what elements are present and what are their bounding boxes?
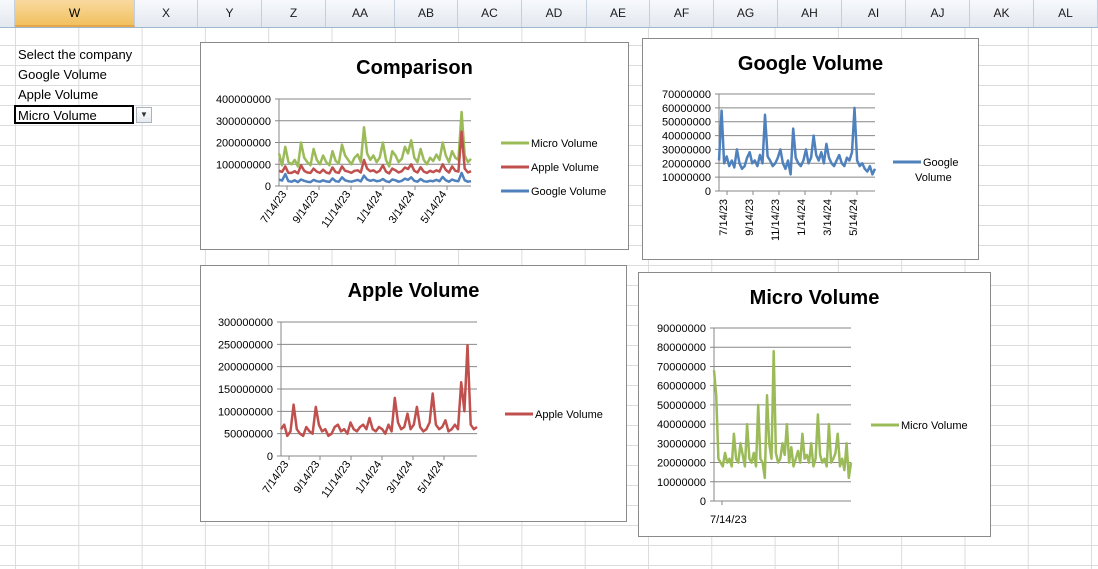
y-tick-label: 0 (267, 451, 273, 463)
column-header-ak[interactable]: AK (970, 0, 1034, 27)
column-header-z[interactable]: Z (262, 0, 326, 27)
y-tick-label: 40000000 (657, 419, 706, 431)
y-tick-label: 80000000 (657, 342, 706, 354)
column-header-ai[interactable]: AI (842, 0, 906, 27)
y-tick-label: 200000000 (216, 138, 271, 150)
legend-label: Google Volume (531, 186, 606, 198)
y-tick-label: 20000000 (662, 158, 711, 170)
chart-title: Comparison (356, 57, 473, 79)
option-google-cell[interactable]: Google Volume (18, 67, 107, 82)
legend-label: Google Volume (915, 157, 958, 184)
legend-label: Apple Volume (531, 162, 599, 174)
x-tick-label: 5/14/24 (419, 189, 450, 226)
y-tick-label: 30000000 (662, 144, 711, 156)
y-tick-label: 150000000 (218, 384, 273, 396)
y-tick-label: 400000000 (216, 94, 271, 106)
y-tick-label: 300000000 (216, 116, 271, 128)
column-header-y[interactable]: Y (198, 0, 262, 27)
series-line-apple-volume (278, 130, 472, 175)
x-tick-label: 11/14/23 (770, 199, 782, 241)
y-tick-label: 30000000 (657, 438, 706, 450)
x-tick-label: 9/14/23 (291, 189, 322, 226)
x-tick-label: 9/14/23 (292, 459, 323, 496)
column-header-ac[interactable]: AC (458, 0, 522, 27)
column-header-w[interactable]: W (15, 0, 135, 27)
y-tick-label: 70000000 (662, 89, 711, 101)
y-tick-label: 250000000 (218, 339, 273, 351)
y-tick-label: 0 (700, 496, 706, 508)
chart-svg: 70000000 60000000 50000000 4000000030000000… (662, 89, 958, 241)
y-tick-label: 0 (265, 181, 271, 193)
x-tick-label: 3/14/24 (385, 459, 416, 496)
x-tick-label: 1/14/24 (796, 199, 808, 236)
chart-google-volume[interactable]: Google Volume 70000000 60000000 50000000 40… (642, 38, 979, 260)
x-tick-label: 9/14/23 (744, 199, 756, 236)
selected-company-value: Micro Volume (18, 108, 97, 123)
x-tick-label: 7/14/23 (710, 514, 747, 526)
series-line-google-volume (278, 171, 472, 184)
y-tick-label: 70000000 (657, 361, 706, 373)
x-tick-label: 7/14/23 (718, 199, 730, 236)
legend-label: Micro Volume (901, 420, 968, 432)
column-header-aj[interactable]: AJ (906, 0, 970, 27)
column-header-af[interactable]: AF (650, 0, 714, 27)
y-tick-label: 50000000 (662, 117, 711, 129)
legend-label: Micro Volume (531, 138, 598, 150)
y-tick-label: 60000000 (657, 381, 706, 393)
y-tick-label: 200000000 (218, 362, 273, 374)
column-header-x[interactable]: X (135, 0, 198, 27)
column-header-ae[interactable]: AE (587, 0, 650, 27)
column-header-ag[interactable]: AG (714, 0, 778, 27)
x-tick-label: 1/14/24 (354, 459, 385, 496)
y-tick-label: 40000000 (662, 131, 711, 143)
column-header-al[interactable]: AL (1034, 0, 1098, 27)
chart-title: Micro Volume (749, 287, 880, 309)
x-tick-label: 5/14/24 (416, 459, 447, 496)
x-tick-label: 7/14/23 (259, 189, 290, 226)
y-tick-label: 10000000 (662, 172, 711, 184)
y-tick-label: 100000000 (216, 159, 271, 171)
prompt-cell[interactable]: Select the company (18, 47, 133, 62)
series-line-micro-volume (277, 110, 472, 168)
chart-apple-volume[interactable]: Apple Volume 300000000 250000000 200000000… (200, 265, 627, 522)
y-tick-label: 20000000 (657, 458, 706, 470)
y-tick-label: 0 (705, 186, 711, 198)
select-all-corner[interactable] (0, 0, 15, 27)
y-tick-label: 60000000 (662, 103, 711, 115)
series-line-micro-volume (712, 349, 853, 480)
column-headers: W X Y Z AA AB AC AD AE AF AG AH AI AJ AK AL (0, 0, 1098, 28)
legend-label: Apple Volume (535, 409, 603, 421)
x-tick-label: 11/14/23 (320, 459, 354, 500)
y-tick-label: 90000000 (657, 323, 706, 335)
x-tick-label: 5/14/24 (848, 199, 860, 236)
chart-title: Google Volume (737, 53, 884, 75)
x-tick-label: 3/14/24 (822, 199, 834, 236)
column-header-ah[interactable]: AH (778, 0, 842, 27)
chart-svg: 300000000 250000000 200000000 150000000 1000… (218, 317, 603, 500)
column-header-ab[interactable]: AB (395, 0, 458, 27)
chart-svg: 400000000 300000000 200000000 100000000 07/1… (216, 94, 606, 230)
x-tick-label: 7/14/23 (261, 459, 292, 496)
x-tick-label: 3/14/24 (387, 189, 418, 226)
column-header-ad[interactable]: AD (522, 0, 587, 27)
x-tick-label: 11/14/23 (320, 189, 354, 230)
option-apple-cell[interactable]: Apple Volume (18, 87, 99, 102)
y-tick-label: 10000000 (657, 477, 706, 489)
x-tick-label: 1/14/24 (355, 189, 386, 226)
column-header-aa[interactable]: AA (326, 0, 395, 27)
y-tick-label: 100000000 (218, 406, 273, 418)
y-tick-label: 300000000 (218, 317, 273, 329)
y-tick-label: 50000000 (657, 400, 706, 412)
dropdown-arrow-button[interactable]: ▼ (136, 107, 152, 123)
chart-svg: 90000000 80000000 70000000 60000000 50000000… (657, 323, 968, 526)
company-select-cell[interactable]: Micro Volume (14, 105, 134, 124)
series-line-apple-volume (279, 343, 478, 438)
y-tick-label: 50000000 (224, 429, 273, 441)
chart-title: Apple Volume (347, 280, 480, 302)
chart-micro-volume[interactable]: Micro Volume 90000000 80000000 70000000 600… (638, 272, 991, 537)
chart-comparison[interactable]: Comparison 400000000 300000000 200000000 10… (200, 42, 629, 250)
series-line-google-volume (717, 106, 877, 176)
